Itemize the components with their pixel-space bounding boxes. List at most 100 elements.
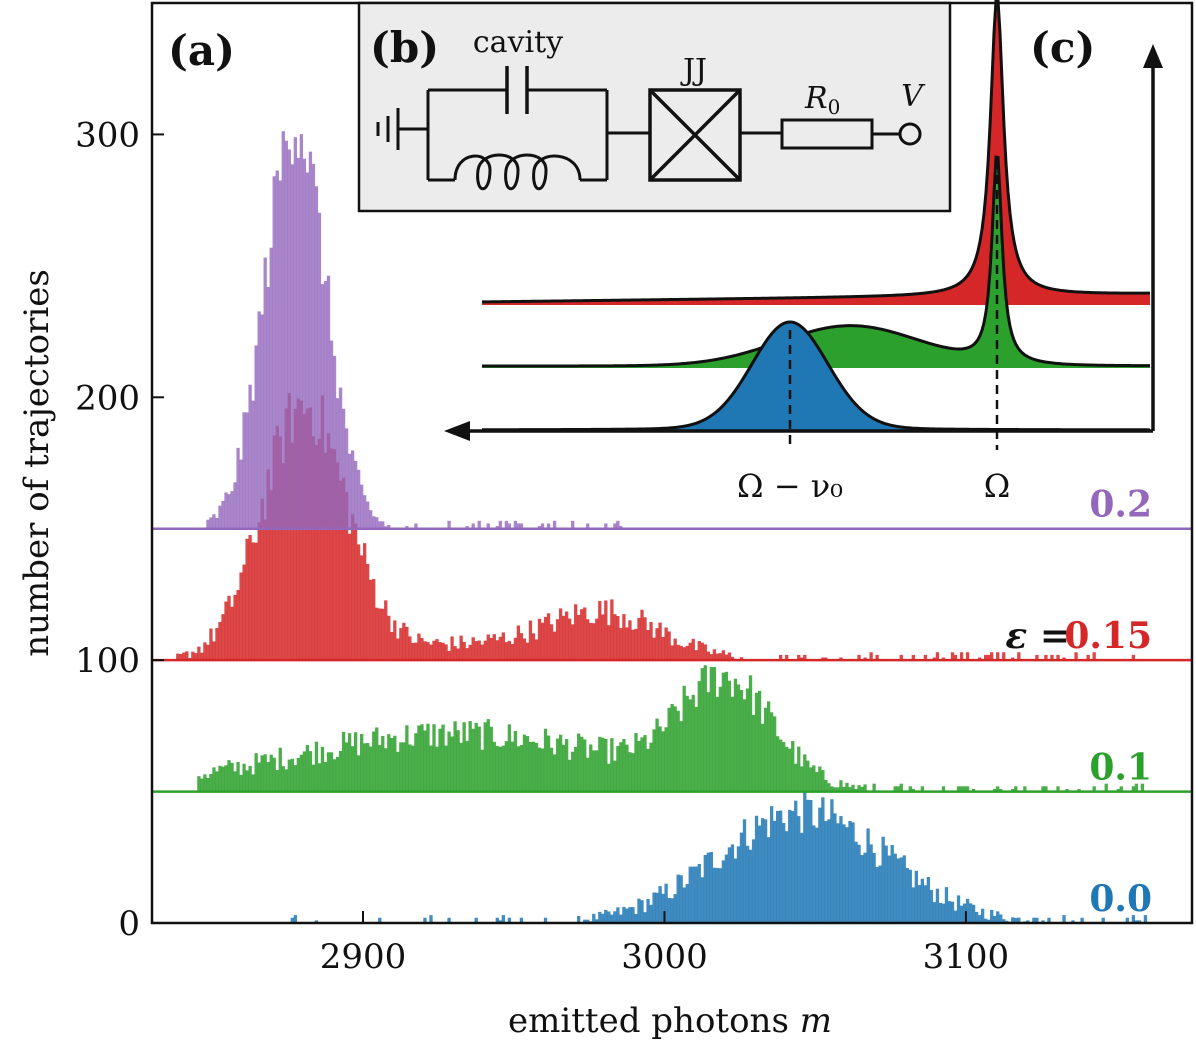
histogram-bar xyxy=(800,657,804,661)
histogram-bar xyxy=(347,733,352,792)
histogram-bar xyxy=(543,917,548,923)
histogram-bar xyxy=(399,742,403,792)
histogram-bar xyxy=(667,898,671,923)
histogram-bar xyxy=(923,654,928,661)
histogram-bar xyxy=(827,783,831,792)
histogram-bar xyxy=(495,526,499,529)
histogram-bar xyxy=(893,853,897,923)
histogram-bar xyxy=(546,735,551,792)
y-tick-label: 100 xyxy=(75,641,140,681)
histogram-bar xyxy=(429,915,433,923)
histogram-bar xyxy=(854,841,858,923)
histogram-bar xyxy=(411,745,415,792)
histogram-bar xyxy=(200,778,204,792)
y-tick-label: 200 xyxy=(75,378,140,418)
histogram-bar xyxy=(239,572,243,661)
histogram-bar xyxy=(314,741,319,792)
histogram-bar xyxy=(652,892,656,923)
histogram-bar xyxy=(625,908,629,923)
histogram-bar xyxy=(212,514,216,529)
histogram-bar xyxy=(962,903,967,923)
histogram-bar xyxy=(772,820,777,923)
histogram-bar xyxy=(616,745,620,792)
histogram-bar xyxy=(432,724,436,792)
histogram-bar xyxy=(685,883,689,923)
histogram-bar xyxy=(688,642,692,661)
histogram-bar xyxy=(863,852,867,923)
histogram-bar xyxy=(1077,788,1081,792)
histogram-bar xyxy=(971,904,976,923)
histogram-bar xyxy=(471,637,475,661)
histogram-bar xyxy=(628,907,632,923)
histogram-bar xyxy=(845,782,849,792)
x-axis-label-text: emitted photons xyxy=(508,1001,789,1041)
histogram-bar xyxy=(360,484,364,529)
histogram-bar xyxy=(866,828,870,923)
histogram-bar xyxy=(953,910,958,923)
histogram-bar xyxy=(227,760,231,792)
histogram-bar xyxy=(682,887,686,923)
histogram-bar xyxy=(182,652,186,661)
histogram-bar xyxy=(857,785,861,792)
histogram-bar xyxy=(688,866,692,923)
histogram-bar xyxy=(580,609,584,661)
histogram-bar xyxy=(311,764,316,792)
histogram-bar xyxy=(824,779,828,792)
histogram-bar xyxy=(652,637,656,661)
histogram-bar xyxy=(670,704,674,792)
histogram-bar xyxy=(815,827,819,923)
histogram-bar xyxy=(353,460,358,529)
histogram-bar xyxy=(197,646,201,661)
histogram-bar xyxy=(393,735,397,792)
histogram-bar xyxy=(356,469,361,529)
histogram-bar xyxy=(987,919,991,923)
histogram-bar xyxy=(471,523,475,529)
histogram-bar xyxy=(423,730,427,792)
histogram-bar xyxy=(1092,652,1096,661)
histogram-bar xyxy=(200,652,204,661)
histogram-bar xyxy=(634,732,638,792)
histogram-bar xyxy=(492,634,496,661)
histogram-bar xyxy=(438,728,442,792)
histogram-bar xyxy=(329,448,334,661)
histogram-bar xyxy=(468,721,472,792)
histogram-bar xyxy=(387,734,391,792)
histogram-bar xyxy=(1041,920,1045,923)
histogram-bar xyxy=(366,743,370,792)
histogram-bar xyxy=(682,685,686,792)
histogram-bar xyxy=(272,435,276,661)
histogram-bar xyxy=(378,745,382,792)
histogram-bar xyxy=(525,642,530,661)
histogram-bar xyxy=(637,741,641,792)
panel-label-a: (a) xyxy=(168,26,235,75)
histogram-bar xyxy=(251,542,255,661)
axis-ticks: 2900 3000 3100 0 100 200 300 xyxy=(75,115,1009,977)
histogram-bar xyxy=(637,618,641,661)
histogram-bar xyxy=(191,651,195,661)
histogram-bar xyxy=(396,751,400,792)
x-axis-label: emitted photons m xyxy=(508,1001,832,1041)
histogram-bar xyxy=(652,729,656,792)
histogram-bar xyxy=(399,628,403,661)
histogram-bar xyxy=(926,876,931,923)
histogram-bar xyxy=(378,521,382,529)
histogram-bar xyxy=(968,903,973,923)
histogram-bar xyxy=(233,482,237,529)
histogram-bar xyxy=(311,163,316,529)
histogram-bar xyxy=(408,636,412,661)
histogram-bar xyxy=(1125,917,1129,923)
histogram-bar xyxy=(344,428,349,529)
epsilon-label-0.2: 0.2 xyxy=(1089,484,1152,526)
histogram-bar xyxy=(613,523,617,529)
histogram-bar xyxy=(1026,920,1030,923)
histogram-bar xyxy=(697,863,701,923)
histogram-bar xyxy=(350,746,355,792)
histogram-bar xyxy=(1035,917,1039,923)
histogram-bar xyxy=(281,131,285,529)
histogram-bar xyxy=(712,666,717,792)
histogram-bar xyxy=(402,622,406,661)
histogram-bar xyxy=(727,847,732,923)
histogram-bar xyxy=(260,314,264,529)
histogram-bar xyxy=(510,643,515,661)
histogram-bar xyxy=(1062,657,1066,661)
